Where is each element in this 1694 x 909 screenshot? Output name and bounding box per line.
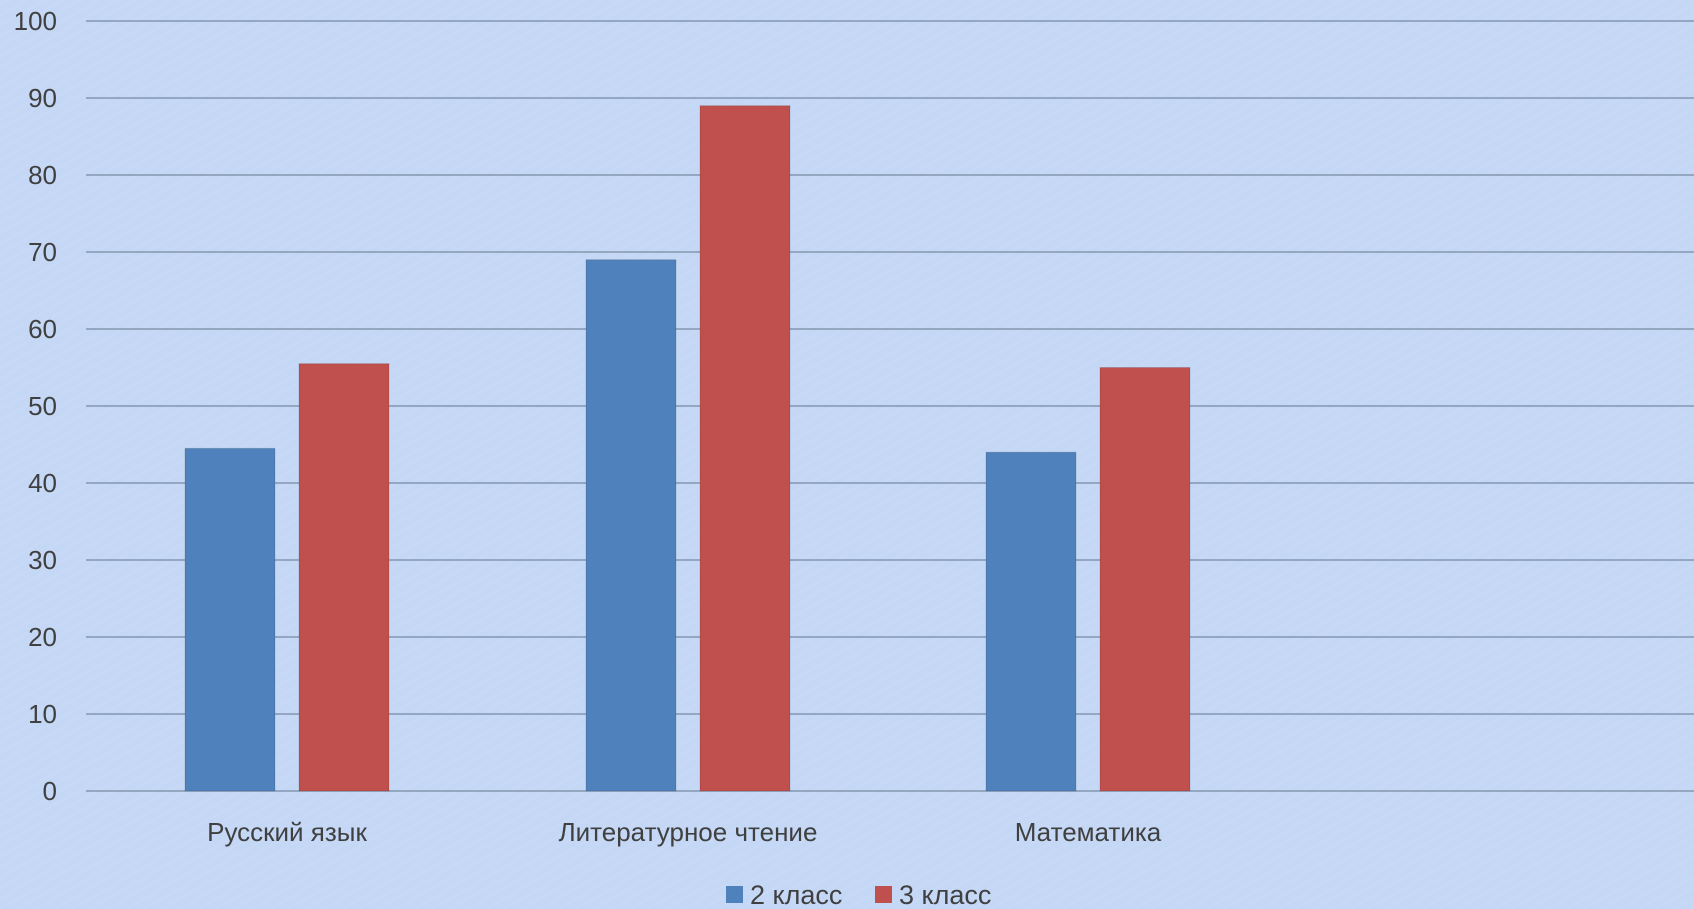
y-tick-label: 0 [43,776,57,806]
legend-swatch [726,886,743,903]
y-tick-label: 50 [28,391,57,421]
bar-3-klass-0 [298,363,390,792]
y-tick-label: 100 [14,6,57,36]
y-tick-label: 10 [28,699,57,729]
legend-label: 3 класс [899,880,991,909]
y-tick-label: 40 [28,468,57,498]
y-tick-label: 60 [28,314,57,344]
bar-3-klass-2 [1099,367,1191,792]
legend-swatch [875,886,892,903]
bars [184,105,1191,792]
bar-3-klass-1 [699,105,791,792]
legend: 2 класс 3 класс [726,880,991,909]
x-category-label: Русский язык [207,817,367,847]
y-axis-ticks: 0 10 20 30 40 50 60 70 80 90 100 [14,6,57,806]
bar-2-klass-0 [184,447,276,792]
y-tick-label: 80 [28,160,57,190]
bar-2-klass-1 [585,259,677,792]
y-tick-label: 70 [28,237,57,267]
legend-label: 2 класс [750,880,842,909]
y-tick-label: 30 [28,545,57,575]
y-tick-label: 20 [28,622,57,652]
x-category-label: Литературное чтение [559,817,818,847]
x-category-label: Математика [1015,817,1162,847]
x-axis-categories: Русский язык Литературное чтение Математик… [207,817,1162,847]
bar-2-klass-2 [985,451,1077,792]
y-tick-label: 90 [28,83,57,113]
